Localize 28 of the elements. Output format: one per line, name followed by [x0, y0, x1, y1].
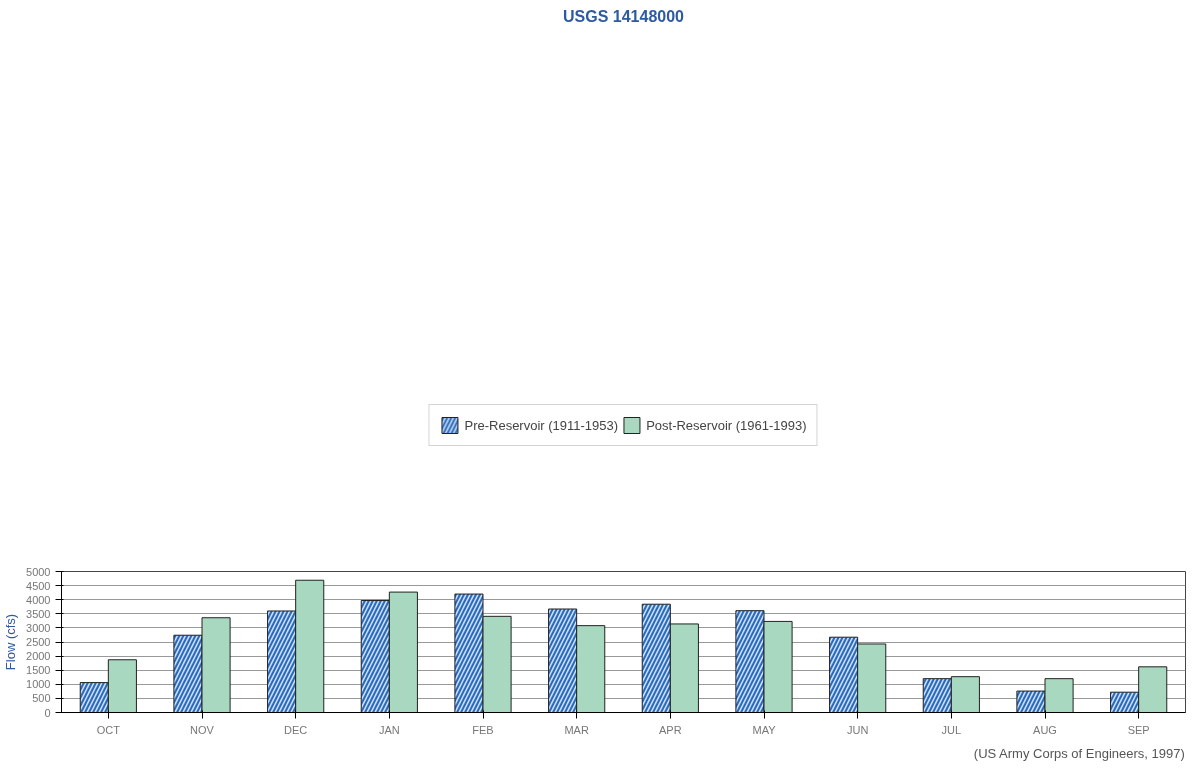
- x-tick-label: MAR: [564, 723, 589, 736]
- y-tick-label: 2500: [26, 636, 51, 648]
- x-tick-label: MAY: [752, 723, 777, 736]
- x-tick-label: JAN: [378, 723, 400, 736]
- y-tick-label: 1000: [26, 678, 51, 691]
- y-tick-label: 1500: [26, 664, 51, 677]
- x-tick-label: DEC: [284, 723, 308, 736]
- y-tick-label: 4500: [26, 579, 51, 592]
- chart-title: USGS 14148000: [563, 7, 685, 25]
- x-tick-label: JUL: [941, 723, 962, 736]
- y-tick-label: 4000: [26, 593, 51, 606]
- x-tick-label: NOV: [190, 723, 215, 736]
- x-tick-label: SEP: [1127, 723, 1150, 736]
- legend-label: Pre-Reservoir (1911-1953): [464, 417, 619, 433]
- x-tick-label: JUN: [846, 723, 869, 736]
- x-tick-label: FEB: [472, 723, 494, 736]
- x-tick-label: AUG: [1033, 723, 1057, 736]
- legend-label: Post-Reservoir (1961-1993): [646, 417, 807, 433]
- x-tick-label: APR: [659, 723, 682, 736]
- y-tick-label: 3500: [26, 607, 51, 620]
- x-tick-label: OCT: [96, 723, 121, 736]
- y-tick-label: 3000: [26, 621, 51, 634]
- y-tick-label: 2000: [26, 650, 51, 663]
- y-tick-label: 5000: [26, 565, 51, 578]
- y-axis-title: Flow (cfs): [3, 613, 19, 671]
- y-tick-label: 0: [44, 706, 51, 719]
- text: (US Army Corps of Engineers, 1997): [973, 745, 1185, 761]
- y-tick-label: 500: [32, 692, 51, 705]
